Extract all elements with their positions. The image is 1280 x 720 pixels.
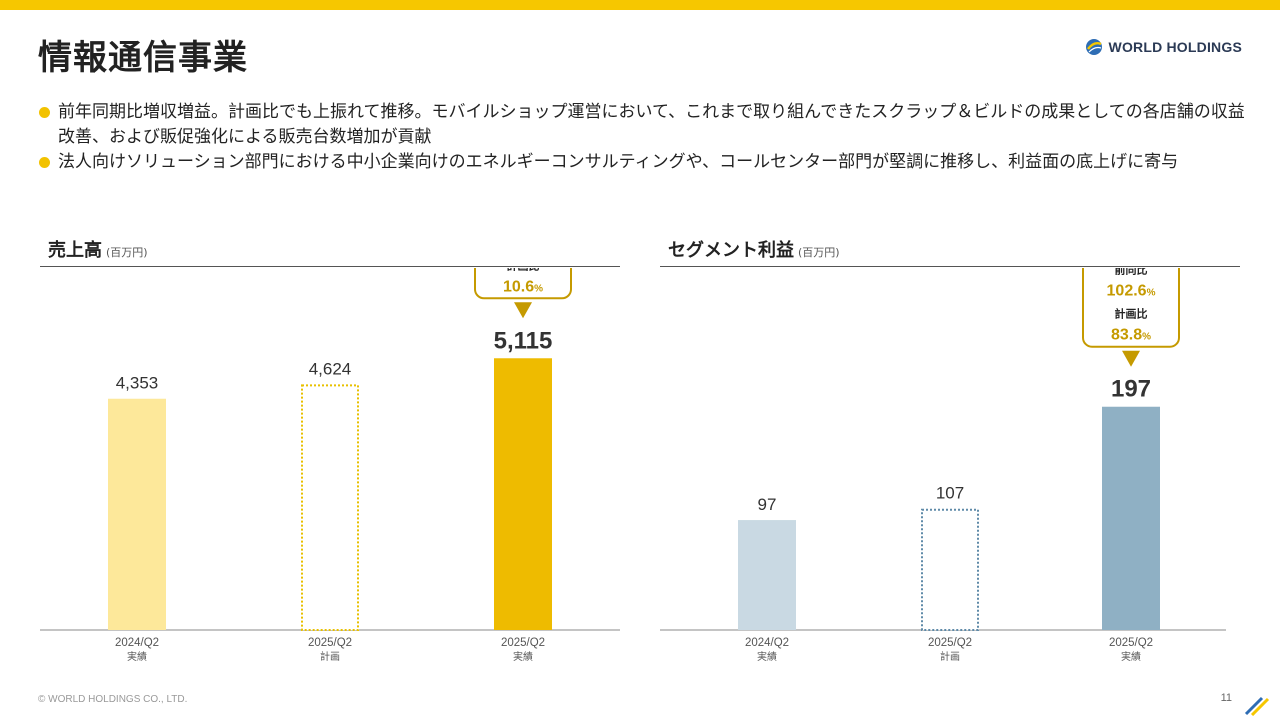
copyright: © WORLD HOLDINGS CO., LTD. [38,694,188,705]
data-label: 107 [936,484,964,503]
callout-box [474,268,572,300]
chart-unit: (百万円) [798,246,840,259]
callout-box [1082,268,1180,348]
x-tick-sublabel: 実績 [513,650,533,663]
callout-label: 計画比 [1115,307,1148,321]
chart-title: 売上高 (百万円) [48,236,148,262]
callout-value: 102.6% [1107,283,1156,300]
chart-header: セグメント利益 (百万円) [660,228,1240,267]
bar [1102,406,1160,630]
globe-logo-icon [1085,39,1102,55]
x-tick-label: 2025/Q2 [308,637,352,649]
x-tick-label: 2024/Q2 [745,637,789,649]
data-label: 197 [1111,376,1151,403]
company-logo: WORLD HOLDINGS [1085,38,1242,56]
chart-unit: (百万円) [106,246,148,259]
x-tick-label: 2025/Q2 [501,637,545,649]
x-tick-sublabel: 計画 [940,650,960,663]
chart-title: セグメント利益 (百万円) [668,236,840,262]
chart-title-text: セグメント利益 [668,240,794,261]
segment-profit-chart: セグメント利益 (百万円) 97 2024/Q2 実績 107 2025/Q2 計画 197 2… [660,228,1240,663]
bullet-item: 前年同期比増収増益。計画比でも上振れて推移。モバイルショップ運営において、これま… [38,100,1248,150]
corner-stripes-icon [1244,696,1270,716]
data-label: 5,115 [494,327,553,354]
data-label: 4,624 [309,359,352,378]
callout-label: 前同比 [1115,268,1148,277]
bar [738,520,796,630]
callout-value: 10.6% [503,278,543,295]
growth-callout: 前同比17.5%計画比10.6% [474,268,572,319]
callout-value: 83.8% [1111,327,1151,344]
sales-chart: 売上高 (百万円) 4,353 2024/Q2 実績 4,624 2025/Q2 計画 5,1… [40,228,620,663]
logo-text: WORLD HOLDINGS [1108,39,1242,55]
page-number: 11 [1220,692,1232,704]
growth-callout: 前同比 102.6% 計画比 83.8% [1082,268,1180,367]
bar [301,384,359,631]
callout-label: 計画比 [507,268,540,272]
x-tick-label: 2024/Q2 [115,637,159,649]
x-tick-sublabel: 実績 [127,650,147,663]
data-label: 97 [758,495,777,514]
chart-header: 売上高 (百万円) [40,228,620,267]
callout-arrow [1122,350,1140,367]
segment-profit-plot: 972024/Q2実績1072025/Q2計画1972025/Q2実績前同比10… [660,268,1226,663]
x-tick-sublabel: 実績 [1121,650,1141,663]
callout-arrow [514,302,532,319]
x-tick-sublabel: 計画 [320,650,340,663]
page-title: 情報通信事業 [38,38,248,78]
sales-plot: 4,3532024/Q2実績4,6242025/Q2計画5,1152025/Q2… [40,268,620,663]
bar [494,358,552,630]
bullet-item: 法人向けソリューション部門における中小企業向けのエネルギーコンサルティングや、コ… [38,150,1248,175]
data-label: 4,353 [116,374,159,393]
bar [108,398,166,630]
bar [921,508,979,632]
chart-title-text: 売上高 [48,240,102,261]
top-accent-bar [0,0,1280,10]
summary-bullets: 前年同期比増収増益。計画比でも上振れて推移。モバイルショップ運営において、これま… [38,100,1248,175]
x-tick-label: 2025/Q2 [1109,637,1153,649]
x-tick-label: 2025/Q2 [928,637,972,649]
x-tick-sublabel: 実績 [757,650,777,663]
